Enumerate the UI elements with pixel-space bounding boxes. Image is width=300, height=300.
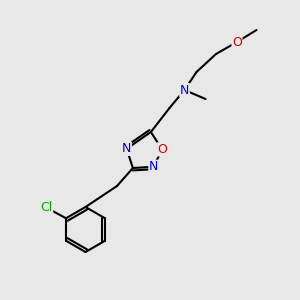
Text: N: N [180,83,189,97]
Text: N: N [122,142,131,155]
Text: N: N [149,160,158,173]
Text: Cl: Cl [40,201,52,214]
Text: O: O [232,35,242,49]
Text: O: O [157,143,167,156]
